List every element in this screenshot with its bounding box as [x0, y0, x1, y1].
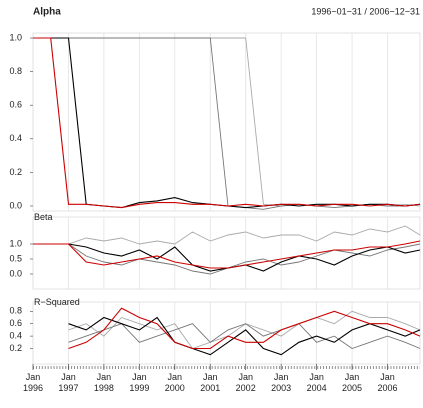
y-tick-label: 0.8: [9, 66, 22, 76]
panel-title: Beta: [34, 212, 53, 222]
panel-frame: [32, 32, 421, 212]
x-tick-label: Jan 2001: [200, 372, 220, 393]
series-line: [33, 37, 421, 209]
chart-subtitle: 1996−01−31 / 2006−12−31: [311, 6, 420, 16]
x-tick-label: Jan 1998: [94, 372, 114, 393]
x-tick-label: Jan 1996: [23, 372, 43, 393]
y-tick-label: 0.2: [9, 343, 22, 353]
series-line: [33, 240, 421, 269]
x-tick-label: Jan 2006: [377, 372, 397, 393]
x-tick-label: Jan 2003: [271, 372, 291, 393]
chart-title: Alpha: [33, 7, 61, 18]
x-tick-label: Jan 2000: [165, 372, 185, 393]
y-tick-label: 1.0: [9, 238, 22, 248]
series-line: [33, 37, 421, 207]
series-line: [33, 37, 421, 210]
x-tick-label: Jan 1997: [58, 372, 78, 393]
series-line: [68, 307, 421, 350]
series-line: [33, 225, 421, 245]
x-tick-label: Jan 2002: [236, 372, 256, 393]
series-line: [68, 316, 421, 356]
y-tick-label: 0.8: [9, 306, 22, 316]
y-tick-label: 1.0: [9, 32, 22, 42]
x-tick-label: Jan 2004: [307, 372, 327, 393]
panel-title: R−Squared: [34, 297, 80, 307]
x-tick-label: Jan 2005: [342, 372, 362, 393]
panel-frame: [32, 301, 421, 365]
y-tick-label: 0.6: [9, 318, 22, 328]
y-tick-label: 0.6: [9, 100, 22, 110]
y-tick-label: 0.4: [9, 330, 22, 340]
y-tick-label: 0.2: [9, 167, 22, 177]
y-tick-label: 0.0: [9, 268, 22, 278]
y-tick-label: 0.5: [9, 253, 22, 263]
y-tick-label: 0.4: [9, 133, 22, 143]
x-tick-label: Jan 1999: [129, 372, 149, 393]
y-tick-label: 0.0: [9, 200, 22, 210]
series-line: [68, 323, 421, 350]
minor-ticks: [33, 364, 420, 369]
series-line: [33, 37, 421, 209]
